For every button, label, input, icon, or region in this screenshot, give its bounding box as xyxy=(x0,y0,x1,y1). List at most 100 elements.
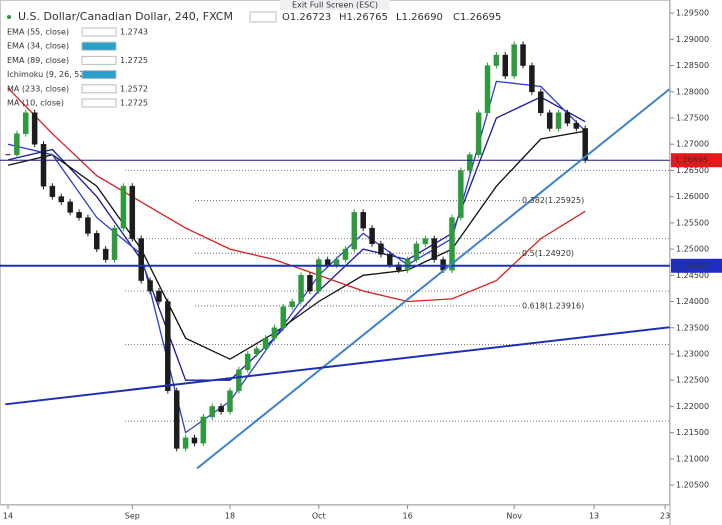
candle xyxy=(351,212,358,250)
candle xyxy=(165,301,171,391)
candle xyxy=(280,306,287,329)
x-tick-label: 18 xyxy=(225,512,235,521)
legend-value: 1.2725 xyxy=(120,56,148,65)
ohlc-label: H1.26765 xyxy=(339,12,388,23)
candle xyxy=(378,243,384,255)
x-tick-label: 23 xyxy=(660,512,670,521)
y-tick-label: 1.22500 xyxy=(676,376,709,385)
candle xyxy=(253,348,260,355)
candle xyxy=(316,259,322,292)
candle xyxy=(227,390,233,412)
legend-name: EMA (55, close) xyxy=(7,28,69,37)
indicator-line xyxy=(7,87,586,303)
candle xyxy=(538,91,544,113)
fib-label: 0.618(1.23916) xyxy=(522,301,584,310)
candle xyxy=(245,353,251,370)
x-tick-label: 14 xyxy=(3,512,13,521)
y-tick-label: 1.26500 xyxy=(676,166,709,175)
y-tick-label: 1.27000 xyxy=(676,140,709,149)
candle xyxy=(120,185,127,229)
candle xyxy=(147,280,153,292)
candle xyxy=(200,416,207,444)
legend-icons[interactable] xyxy=(81,84,117,94)
status-dot xyxy=(7,15,11,19)
candle xyxy=(342,248,349,260)
symbol-title: U.S. Dollar/Canadian Dollar, 240, FXCM xyxy=(18,10,233,23)
ohlc-label: L1.26690 xyxy=(396,12,443,23)
candle xyxy=(520,44,526,66)
candle xyxy=(58,196,65,203)
y-tick-label: 1.25500 xyxy=(676,218,709,227)
candle xyxy=(182,437,189,449)
y-tick-label: 1.29000 xyxy=(676,35,709,44)
legend-name: MA (10, close) xyxy=(7,99,64,108)
candle xyxy=(333,259,340,266)
legend-icons[interactable] xyxy=(81,55,117,65)
candle xyxy=(129,185,136,239)
legend-value: 1.2743 xyxy=(120,28,148,37)
x-tick-label: Oct xyxy=(312,512,326,521)
candle xyxy=(484,65,491,113)
legend-value: 1.2725 xyxy=(120,99,148,108)
candle xyxy=(138,238,144,281)
candle xyxy=(85,217,91,234)
legend-icons[interactable] xyxy=(81,41,117,51)
candle xyxy=(307,275,313,292)
candle xyxy=(511,44,517,77)
candle xyxy=(502,54,509,77)
candle xyxy=(40,143,47,187)
candle xyxy=(529,65,535,93)
candle xyxy=(191,437,198,444)
header-icons xyxy=(249,11,277,23)
y-tick-label: 1.28000 xyxy=(676,87,709,96)
overlay: Exit Full Screen (ESC) U.S. Dollar/Canad… xyxy=(3,0,722,521)
candle xyxy=(156,290,162,302)
candle xyxy=(14,133,20,155)
candle xyxy=(475,112,482,155)
candle xyxy=(413,243,420,260)
y-tick-label: 1.24500 xyxy=(676,271,709,280)
x-tick-label: Sep xyxy=(125,512,140,521)
y-tick-label: 1.21500 xyxy=(676,428,709,437)
grid xyxy=(7,12,674,509)
legend-icons[interactable] xyxy=(81,70,117,80)
price-label-box xyxy=(671,258,722,273)
legend-name: EMA (89, close) xyxy=(7,56,69,65)
y-tick-label: 1.28500 xyxy=(676,61,709,70)
y-tick-label: 1.25000 xyxy=(676,245,709,254)
price-label-box xyxy=(671,153,722,168)
legend-icons[interactable] xyxy=(81,27,117,37)
candle xyxy=(360,212,366,229)
candle xyxy=(23,112,29,134)
y-tick-label: 1.29500 xyxy=(676,9,709,18)
candle xyxy=(262,337,269,349)
candle xyxy=(102,248,109,260)
y-tick-label: 1.20500 xyxy=(676,481,709,490)
ohlc-label: O1.26723 xyxy=(282,12,331,23)
candle xyxy=(431,238,437,260)
fullscreen-hint[interactable]: Exit Full Screen (ESC) xyxy=(292,1,378,10)
candle xyxy=(546,112,553,129)
indicator-line xyxy=(7,96,586,381)
candle xyxy=(493,54,500,66)
trend-line xyxy=(196,88,671,470)
candle xyxy=(422,238,429,245)
ohlc-label: C1.26695 xyxy=(453,12,501,23)
y-tick-label: 1.27500 xyxy=(676,113,709,122)
candle xyxy=(94,233,100,250)
y-tick-label: 1.23000 xyxy=(676,349,709,358)
candle xyxy=(111,227,118,260)
x-tick-label: 13 xyxy=(589,512,599,521)
candle xyxy=(76,212,82,218)
legend-icons[interactable] xyxy=(81,98,117,108)
candle xyxy=(467,154,473,171)
candle xyxy=(369,227,375,245)
indicator-line xyxy=(7,130,586,360)
fullscreen-bar[interactable] xyxy=(280,0,390,10)
y-tick-label: 1.24000 xyxy=(676,297,709,306)
fib-label: 0.382(1.25925) xyxy=(522,196,584,205)
candle xyxy=(236,369,242,391)
y-tick-label: 1.22000 xyxy=(676,402,709,411)
